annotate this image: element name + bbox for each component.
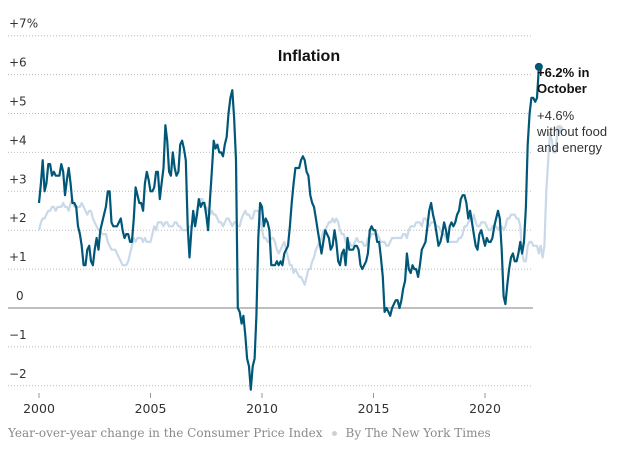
cpi-annotation-line1: +6.2% in (537, 65, 589, 80)
inflation-chart: +7% +6 +5 +4 +3 +2 +1 0 −1 −2 2000 2005 2010 2015 202… (8, 17, 607, 416)
y-tick-label: +5 (9, 95, 27, 109)
x-axis: 2000 2005 2010 2015 2020 (23, 393, 501, 416)
x-tick-label: 2015 (358, 401, 390, 416)
y-tick-label: −1 (9, 328, 27, 342)
series-lines (37, 62, 564, 391)
chart-footer: Year-over-year change in the Consumer Pr… (8, 426, 491, 440)
y-tick-label: −2 (9, 367, 27, 381)
x-tick-label: 2000 (23, 401, 55, 416)
core-cpi-endpoint (555, 125, 564, 134)
chart-credit: By The New York Times (345, 426, 491, 440)
y-tick-label: +3 (9, 172, 27, 186)
chart-title: Inflation (278, 48, 340, 65)
y-axis: +7% +6 +5 +4 +3 +2 +1 0 −1 −2 (9, 17, 38, 381)
y-tick-label: +2 (9, 211, 27, 225)
separator-dot (331, 431, 337, 436)
grid-lines (8, 35, 533, 387)
chart-caption: Year-over-year change in the Consumer Pr… (8, 426, 323, 440)
cpi-endpoint (534, 62, 543, 71)
core-annotation-line1: +4.6% (537, 108, 575, 123)
cpi-line (37, 66, 540, 391)
y-tick-label: +7% (9, 17, 38, 31)
x-tick-label: 2020 (469, 401, 501, 416)
y-tick-label: 0 (16, 289, 24, 303)
annotations: +6.2% in October +4.6% without food and … (536, 65, 607, 155)
x-tick-label: 2010 (246, 401, 278, 416)
y-tick-label: +1 (9, 250, 27, 264)
core-annotation-line3: and energy (537, 140, 603, 155)
y-tick-label: +4 (9, 133, 27, 147)
x-tick-label: 2005 (135, 401, 167, 416)
core-annotation-line2: without food (536, 124, 607, 139)
cpi-annotation-line2: October (537, 81, 587, 96)
y-tick-label: +6 (9, 56, 27, 70)
